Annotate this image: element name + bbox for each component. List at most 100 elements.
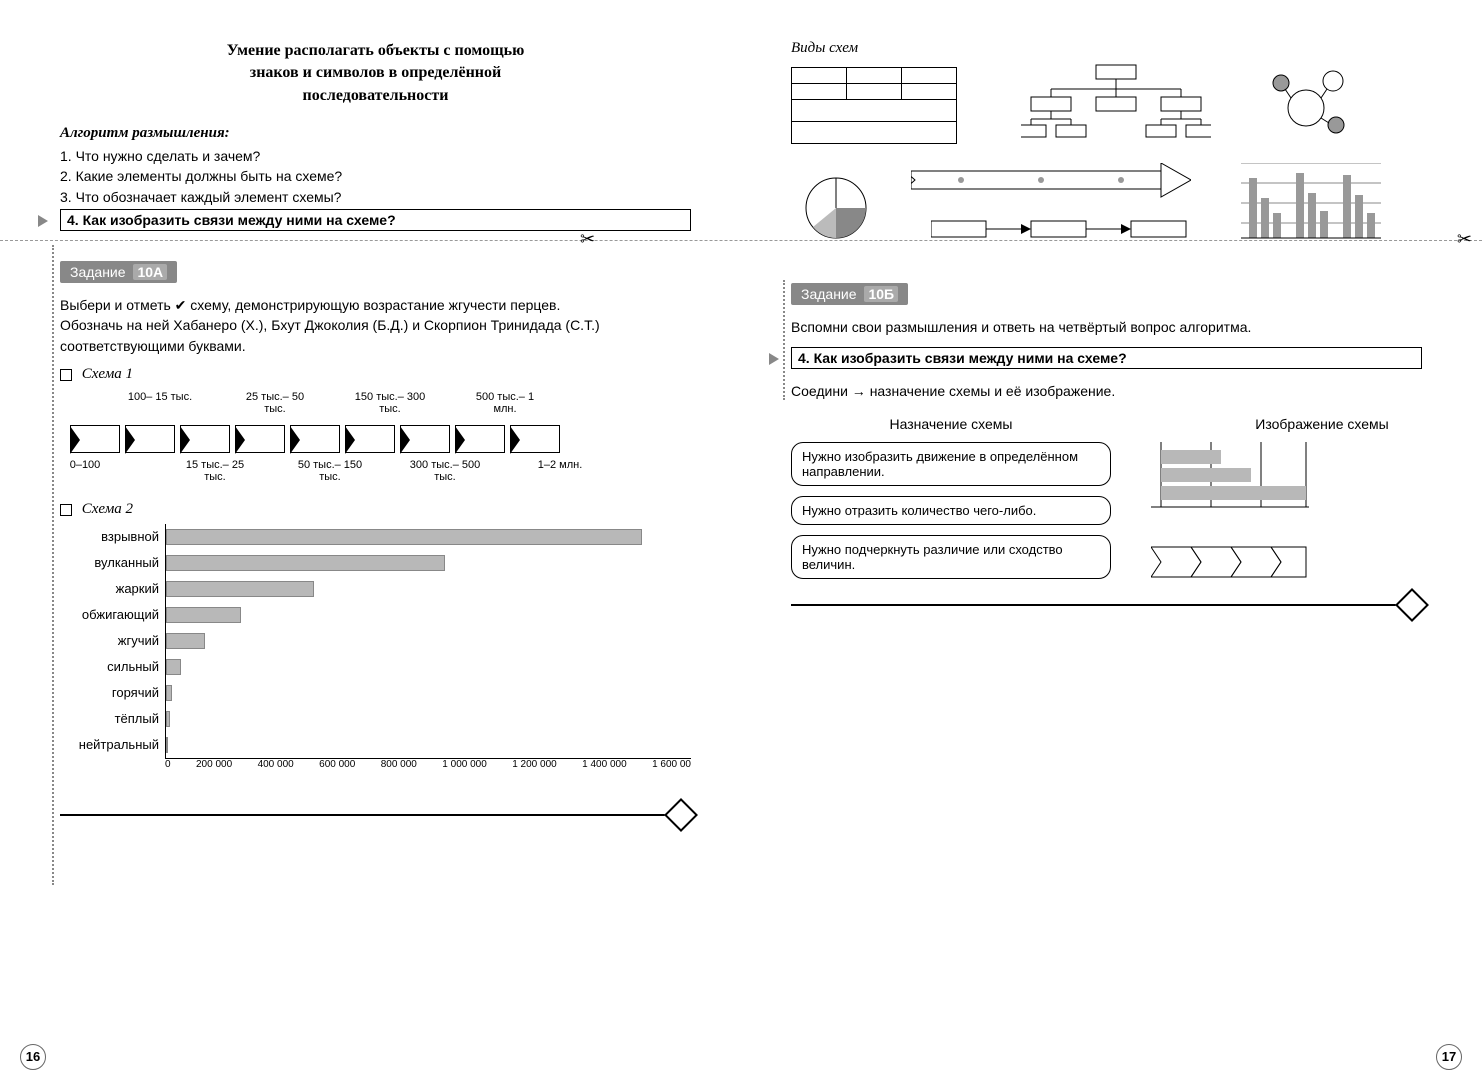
- chevron: [70, 425, 120, 453]
- algo-step-3: 3. Что обозначает каждый элемент схемы?: [60, 187, 691, 207]
- pie-diagram-icon: [801, 173, 871, 243]
- purpose-box-1: Нужно изобразить движение в определённом…: [791, 442, 1111, 486]
- chevron: [290, 425, 340, 453]
- page-number-left: 16: [20, 1044, 46, 1070]
- col-1-header: Назначение схемы: [791, 416, 1111, 432]
- arrow-icon: [38, 215, 48, 227]
- algo-step-4-boxed: 4. Как изобразить связи между ними на сх…: [60, 209, 691, 231]
- bar-row: вулканный: [60, 550, 691, 576]
- dotted-margin-line-right: [783, 280, 785, 400]
- x-tick: 1 000 000: [442, 759, 487, 770]
- task-badge-10a: Задание 10А: [60, 261, 177, 283]
- mini-barchart-icon: [1241, 163, 1381, 243]
- bar-label: взрывной: [60, 529, 165, 544]
- chain-top-label: 150 тыс.– 300 тыс.: [350, 391, 430, 415]
- bar-area: [165, 628, 691, 654]
- table-diagram-icon: [791, 67, 957, 144]
- connect-instruction: Соедини → назначение схемы и её изображе…: [791, 381, 1422, 401]
- bar: [166, 581, 314, 597]
- bar: [166, 607, 241, 623]
- bar-label: горячий: [60, 685, 165, 700]
- bar-label: нейтральный: [60, 737, 165, 752]
- scheme-1-checkbox[interactable]: [60, 369, 72, 381]
- chain-top-label: 25 тыс.– 50 тыс.: [235, 391, 315, 415]
- task-body-1: Выбери и отметь ✔ схему, демонстрирующую…: [60, 295, 691, 315]
- image-column: [1151, 442, 1422, 589]
- bar: [166, 711, 170, 727]
- col-2-header: Изображение схемы: [1222, 416, 1422, 432]
- bar: [166, 555, 445, 571]
- chain-top-label: 100– 15 тыс.: [120, 391, 200, 403]
- bar-row: обжигающий: [60, 602, 691, 628]
- x-tick: 400 000: [258, 759, 294, 770]
- chain-bot-label: 300 тыс.– 500 тыс.: [405, 459, 485, 483]
- bar-label: вулканный: [60, 555, 165, 570]
- bar-row: тёплый: [60, 706, 691, 732]
- scheme-1-label: Схема 1: [60, 366, 691, 383]
- bar-area: [165, 524, 691, 550]
- x-tick: 0: [165, 759, 171, 770]
- bar: [166, 685, 172, 701]
- bar-area: [165, 706, 691, 732]
- scheme-2-text: Схема 2: [82, 501, 133, 517]
- section-divider: [60, 814, 691, 816]
- title-line-1: Умение располагать объекты с помощью: [227, 42, 525, 59]
- x-tick: 1 200 000: [512, 759, 557, 770]
- task-body-2: Обозначь на ней Хабанеро (X.), Бхут Джок…: [60, 315, 691, 356]
- section-divider-right: [791, 604, 1422, 606]
- chevron: [235, 425, 285, 453]
- chevron: [400, 425, 450, 453]
- bar-row: горячий: [60, 680, 691, 706]
- x-tick: 1 400 000: [582, 759, 627, 770]
- matching-area: Нужно изобразить движение в определённом…: [791, 442, 1422, 589]
- bar-label: обжигающий: [60, 607, 165, 622]
- bar-rows: взрывной вулканный жаркий обжигающий жгучий с…: [60, 524, 691, 758]
- task-body-right: Вспомни свои размышления и ответь на чет…: [791, 317, 1422, 337]
- dotted-margin-line: [52, 245, 54, 885]
- chevron: [455, 425, 505, 453]
- bar-row: жаркий: [60, 576, 691, 602]
- task-label: Задание: [801, 286, 857, 302]
- bar-row: нейтральный: [60, 732, 691, 758]
- scissors-icon: ✂: [580, 229, 595, 250]
- title-line-2: знаков и символов в определённой: [250, 64, 501, 81]
- bar-label: сильный: [60, 659, 165, 674]
- arrow-diagram-icon: [911, 163, 1191, 203]
- task-badge-10b: Задание 10Б: [791, 283, 908, 305]
- purpose-box-3: Нужно подчеркнуть различие или сходство …: [791, 535, 1111, 579]
- bar-label: тёплый: [60, 711, 165, 726]
- bar-area: [165, 576, 691, 602]
- diagrams-title: Виды схем: [791, 40, 1422, 57]
- bar-row: сильный: [60, 654, 691, 680]
- x-tick: 200 000: [196, 759, 232, 770]
- bar-area: [165, 602, 691, 628]
- bar-row: жгучий: [60, 628, 691, 654]
- bar-row: взрывной: [60, 524, 691, 550]
- bar-chart: взрывной вулканный жаркий обжигающий жгучий с…: [60, 524, 691, 794]
- bar-area: [165, 732, 691, 758]
- cluster-diagram-icon: [1271, 63, 1351, 143]
- bar-area: [165, 550, 691, 576]
- x-tick: 600 000: [319, 759, 355, 770]
- boxed-question-right: 4. Как изобразить связи между ними на сх…: [791, 347, 1422, 369]
- purpose-box-2: Нужно отразить количество чего-либо.: [791, 496, 1111, 525]
- chevron: [510, 425, 560, 453]
- scheme-2-checkbox[interactable]: [60, 504, 72, 516]
- chevron-chain: 100– 15 тыс. 25 тыс.– 50 тыс. 150 тыс.– …: [60, 391, 691, 491]
- task-label: Задание: [70, 264, 126, 280]
- bar: [166, 529, 642, 545]
- bar-label: жаркий: [60, 581, 165, 596]
- algo-step-2: 2. Какие элементы должны быть на схеме?: [60, 166, 691, 186]
- tree-diagram-icon: [1021, 63, 1211, 153]
- algorithm-header: Алгоритм размышления:: [60, 125, 691, 142]
- page-number-right: 17: [1436, 1044, 1462, 1070]
- diagram-thumbnails: [791, 63, 1422, 233]
- left-page: Умение располагать объекты с помощью зна…: [0, 0, 741, 1080]
- bar: [166, 633, 205, 649]
- bar: [166, 737, 168, 753]
- scissors-icon: ✂: [1457, 229, 1472, 250]
- right-page: Виды схем: [741, 0, 1482, 1080]
- title-line-3: последовательности: [303, 87, 449, 104]
- chain-top-label: 500 тыс.– 1 млн.: [465, 391, 545, 415]
- box-chain-icon: [931, 213, 1191, 243]
